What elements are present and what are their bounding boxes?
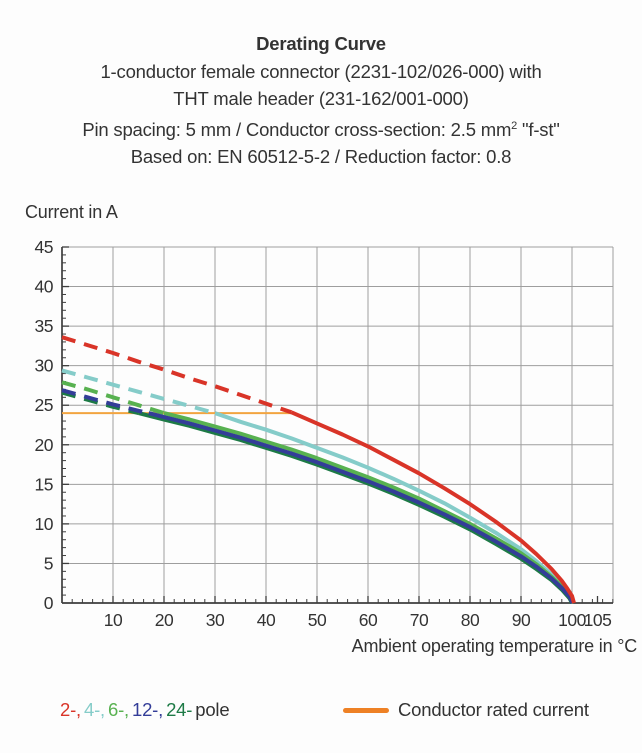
svg-text:20: 20 bbox=[35, 435, 54, 455]
svg-text:100: 100 bbox=[558, 610, 586, 630]
legend-pole-12: 12-, bbox=[132, 699, 164, 720]
x-axis-title: Ambient operating temperature in °C bbox=[351, 636, 638, 656]
svg-text:15: 15 bbox=[35, 474, 53, 494]
svg-text:30: 30 bbox=[206, 610, 225, 630]
chart-subtitle-connector: 1-conductor female connector (2231-102/0… bbox=[100, 60, 542, 82]
rated-current-line-swatch bbox=[343, 708, 389, 713]
svg-text:0: 0 bbox=[44, 593, 54, 613]
legend-pole-6: 6-, bbox=[108, 699, 129, 720]
svg-text:20: 20 bbox=[155, 610, 174, 630]
chart-subtitle-standard: Based on: EN 60512-5-2 / Reduction facto… bbox=[130, 146, 512, 168]
svg-text:105: 105 bbox=[584, 610, 612, 630]
rated-current-label: Conductor rated current bbox=[398, 699, 589, 720]
svg-text:40: 40 bbox=[257, 610, 276, 630]
svg-text:30: 30 bbox=[35, 356, 54, 376]
svg-text:80: 80 bbox=[461, 610, 480, 630]
legend-pole-24: 24- bbox=[166, 699, 193, 720]
y-axis-title: Current in A bbox=[25, 202, 118, 222]
legend-pole-4: 4-, bbox=[84, 699, 105, 720]
chart-subtitle-spacing: Pin spacing: 5 mm / Conductor cross-sect… bbox=[82, 118, 560, 140]
superscript-2: 2 bbox=[511, 119, 518, 132]
chart-title: Derating Curve bbox=[256, 33, 386, 54]
svg-text:25: 25 bbox=[35, 395, 53, 415]
svg-text:10: 10 bbox=[35, 514, 54, 534]
svg-text:60: 60 bbox=[359, 610, 378, 630]
chart-title-block: Derating Curve 1-conductor female connec… bbox=[0, 30, 642, 171]
svg-text:5: 5 bbox=[44, 553, 53, 573]
svg-text:40: 40 bbox=[35, 277, 54, 297]
legend-row: 2-, 4-, 6-, 12-, 24- pole Conductor rated cur… bbox=[0, 699, 642, 727]
svg-text:35: 35 bbox=[35, 316, 53, 336]
legend-pole-suffix: pole bbox=[195, 699, 230, 720]
svg-text:90: 90 bbox=[512, 610, 531, 630]
svg-text:50: 50 bbox=[308, 610, 327, 630]
legend-pole-2: 2-, bbox=[60, 699, 81, 720]
svg-text:10: 10 bbox=[104, 610, 123, 630]
chart-subtitle-header: THT male header (231-162/001-000) bbox=[173, 88, 469, 109]
legend-pole-counts: 2-, 4-, 6-, 12-, 24- pole bbox=[60, 699, 232, 721]
svg-text:45: 45 bbox=[35, 240, 53, 257]
svg-text:70: 70 bbox=[410, 610, 429, 630]
